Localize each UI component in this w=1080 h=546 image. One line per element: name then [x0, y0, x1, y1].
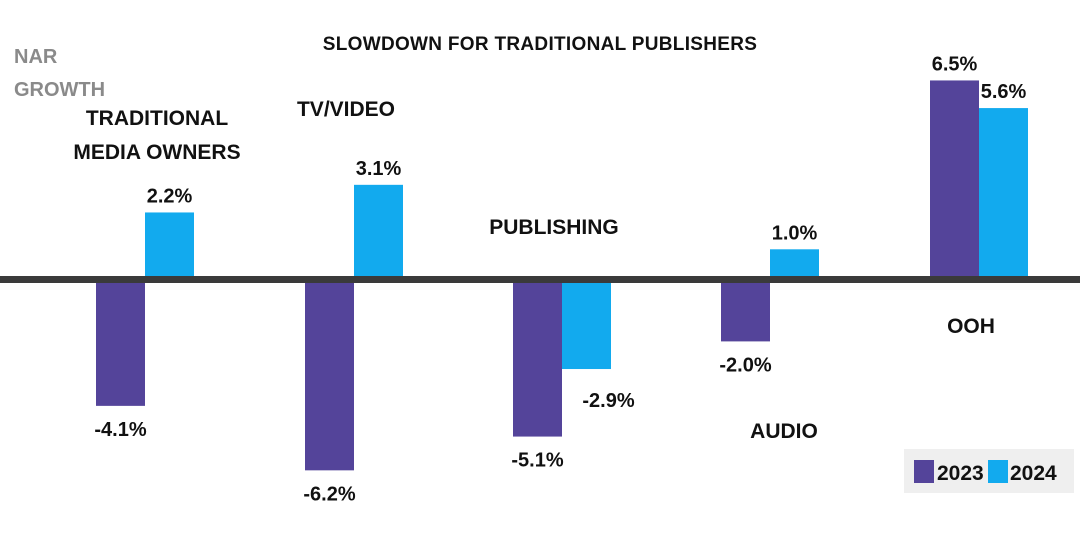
bar-audio-2023 — [721, 280, 770, 342]
category-label-audio: AUDIO — [750, 420, 818, 443]
value-label-publishing-2024: -2.9% — [582, 390, 634, 412]
value-labels-group: -4.1% 2.2% -6.2% 3.1% -5.1% -2.9% -2.0% 1.0% 6.5… — [94, 53, 1026, 505]
legend-swatch-2024 — [988, 460, 1008, 483]
value-label-ooh-2023: 6.5% — [932, 53, 978, 75]
value-label-audio-2023: -2.0% — [719, 354, 771, 376]
value-label-traditional-media-owners-2024: 2.2% — [147, 185, 193, 207]
bar-traditional-media-owners-2023 — [96, 280, 145, 406]
y-axis-label-line-1: NAR — [14, 46, 58, 68]
category-label-tv-video: TV/VIDEO — [297, 98, 395, 121]
category-label-traditional-media-owners: TRADITIONAL MEDIA OWNERS — [73, 107, 240, 164]
chart-title: SLOWDOWN FOR TRADITIONAL PUBLISHERS — [323, 34, 757, 55]
bar-publishing-2024 — [562, 280, 611, 370]
value-label-tv-video-2023: -6.2% — [303, 483, 355, 505]
bar-audio-2024 — [770, 249, 819, 280]
value-label-ooh-2024: 5.6% — [981, 81, 1027, 103]
bar-tv-video-2024 — [354, 184, 403, 280]
zero-baseline — [0, 276, 1080, 283]
legend: 2023 2024 — [904, 449, 1074, 493]
bar-ooh-2023 — [930, 80, 979, 280]
bar-traditional-media-owners-2024 — [145, 212, 194, 280]
value-label-audio-2024: 1.0% — [772, 222, 818, 244]
legend-label-2024: 2024 — [1010, 462, 1057, 485]
category-label-ooh: OOH — [947, 315, 995, 338]
category-labels-group: TRADITIONAL MEDIA OWNERS TV/VIDEO PUBLISHIN… — [73, 98, 995, 443]
value-label-publishing-2023: -5.1% — [511, 450, 563, 472]
bar-ooh-2024 — [979, 108, 1028, 280]
value-label-tv-video-2024: 3.1% — [356, 158, 402, 180]
bars-group — [96, 80, 1028, 471]
bar-publishing-2023 — [513, 280, 562, 437]
y-axis-label-line-2: GROWTH — [14, 79, 105, 101]
value-label-traditional-media-owners-2023: -4.1% — [94, 419, 146, 441]
category-label-publishing: PUBLISHING — [489, 216, 619, 239]
legend-label-2023: 2023 — [937, 462, 984, 485]
legend-swatch-2023 — [914, 460, 934, 483]
bar-tv-video-2023 — [305, 280, 354, 471]
